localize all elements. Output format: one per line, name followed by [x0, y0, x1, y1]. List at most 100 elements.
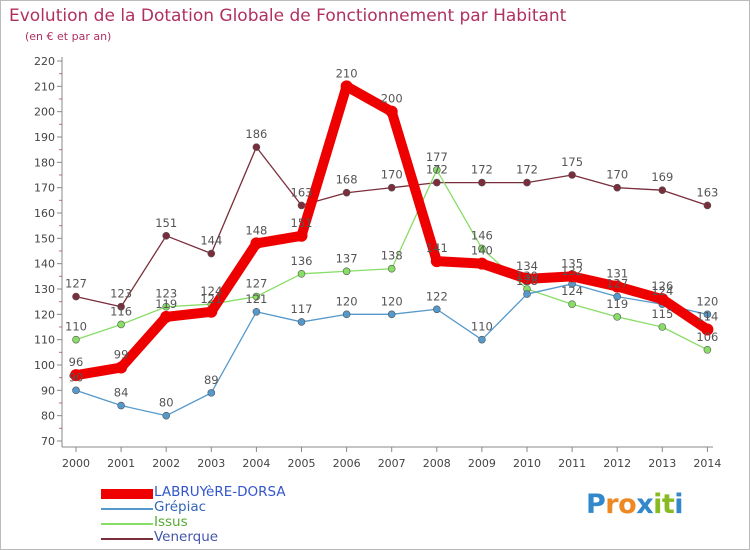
data-point	[342, 267, 351, 276]
data-label: 130	[516, 269, 538, 283]
logo-letter: i	[653, 489, 662, 520]
data-label: 116	[110, 304, 132, 318]
y-tick-label: 180	[34, 156, 55, 169]
x-tick-label: 2010	[513, 457, 541, 470]
data-point	[205, 305, 218, 318]
data-point	[340, 80, 353, 93]
data-label: 131	[606, 266, 628, 280]
data-label: 186	[245, 127, 267, 141]
data-point	[250, 237, 263, 250]
data-point	[115, 361, 128, 374]
y-tick-label: 120	[34, 308, 55, 321]
data-label: 124	[561, 284, 583, 298]
logo-letter: o	[618, 489, 637, 520]
chart-title: Evolution de la Dotation Globale de Fonc…	[9, 6, 567, 26]
data-point	[252, 292, 261, 301]
y-tick-label: 90	[41, 384, 55, 397]
data-label: 148	[245, 223, 267, 237]
data-label: 163	[696, 185, 718, 199]
data-point	[521, 272, 533, 285]
data-label: 128	[516, 274, 538, 288]
data-point	[701, 323, 714, 336]
data-label: 124	[651, 284, 673, 298]
y-tick-label: 190	[34, 131, 55, 144]
data-point	[432, 305, 441, 314]
series-line	[71, 81, 713, 381]
data-point	[475, 257, 488, 270]
data-point	[523, 178, 531, 187]
data-point	[523, 290, 531, 298]
data-point	[160, 310, 173, 323]
x-tick-label: 2014	[693, 457, 721, 470]
data-label: 151	[155, 216, 177, 230]
legend-label: Grépiac	[154, 499, 207, 515]
data-point	[568, 171, 576, 179]
data-point	[252, 143, 261, 151]
data-point	[478, 335, 486, 344]
x-tick-label: 2001	[107, 457, 135, 470]
x-tick-label: 2008	[423, 457, 451, 470]
data-point	[613, 183, 622, 192]
x-tick-label: 2007	[378, 457, 406, 470]
data-label: 84	[114, 386, 129, 400]
data-point	[478, 178, 486, 187]
data-label: 126	[651, 279, 673, 293]
data-point	[162, 232, 170, 240]
data-label: 137	[336, 251, 358, 265]
data-label: 141	[426, 241, 448, 255]
data-label: 90	[69, 370, 84, 384]
data-label: 123	[110, 287, 132, 301]
y-tick-label: 160	[34, 207, 55, 220]
data-label: 146	[471, 228, 493, 242]
series-venerque	[72, 143, 712, 311]
data-point	[703, 310, 712, 319]
data-point	[117, 302, 125, 311]
data-label: 121	[245, 292, 267, 306]
data-label: 120	[336, 294, 358, 308]
x-tick-label: 2009	[468, 457, 496, 470]
x-tick-label: 2004	[242, 457, 270, 470]
data-label: 115	[651, 307, 673, 321]
x-tick-label: 2000	[62, 457, 90, 470]
data-point	[432, 166, 441, 174]
proxiti-logo: Proxiti	[586, 489, 684, 520]
data-label: 120	[696, 294, 718, 308]
data-label: 168	[336, 173, 358, 187]
data-point	[430, 255, 443, 268]
series-issus	[72, 166, 712, 354]
data-label: 175	[561, 155, 583, 169]
data-point	[162, 411, 170, 420]
data-label: 127	[65, 277, 87, 291]
x-tick-label: 2011	[558, 457, 586, 470]
x-tick-label: 2002	[152, 457, 180, 470]
x-tick-label: 2005	[288, 457, 316, 470]
legend-swatch	[101, 538, 153, 540]
data-label: 124	[200, 284, 222, 298]
data-label: 172	[516, 163, 538, 177]
data-point	[342, 188, 351, 197]
data-point	[295, 229, 308, 242]
x-tick-label: 2006	[333, 457, 361, 470]
data-label: 134	[516, 259, 538, 273]
legend-label: LABRUYèRE-DORSA	[154, 484, 286, 500]
logo-letter: x	[636, 489, 654, 520]
legend-swatch	[101, 523, 153, 525]
x-tick-label: 2003	[197, 457, 225, 470]
data-point	[252, 307, 261, 316]
legend-swatch	[101, 508, 153, 510]
data-point	[297, 269, 306, 278]
data-label: 114	[696, 310, 718, 324]
data-label: 140	[471, 244, 493, 258]
chart-subtitle: (en € et par an)	[25, 30, 112, 43]
y-tick-label: 100	[34, 359, 55, 372]
data-label: 119	[606, 297, 628, 311]
data-point	[72, 335, 80, 344]
data-point	[72, 292, 80, 301]
data-point	[703, 345, 712, 354]
data-label: 132	[561, 264, 583, 278]
data-point	[478, 244, 486, 253]
data-label: 210	[336, 66, 358, 80]
data-point	[162, 302, 170, 311]
